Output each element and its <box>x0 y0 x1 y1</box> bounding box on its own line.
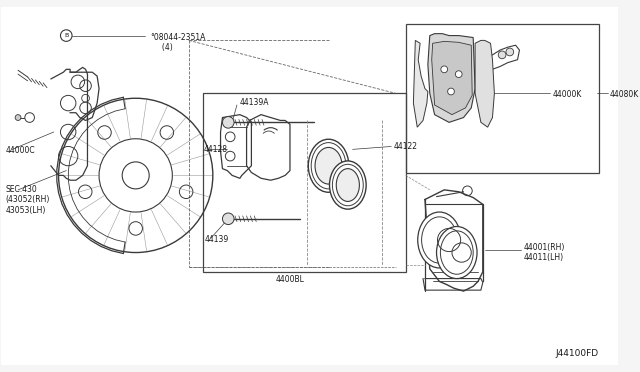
Text: 44122: 44122 <box>394 142 418 151</box>
Circle shape <box>506 48 514 56</box>
Ellipse shape <box>336 169 360 201</box>
Circle shape <box>499 51 506 59</box>
Ellipse shape <box>418 212 461 268</box>
Bar <box>203 93 406 272</box>
Text: 44139A: 44139A <box>240 98 269 107</box>
Text: 44139: 44139 <box>205 235 229 244</box>
Circle shape <box>15 115 21 121</box>
Text: 44000C: 44000C <box>6 147 35 155</box>
Circle shape <box>223 116 234 128</box>
Ellipse shape <box>315 147 342 184</box>
Circle shape <box>441 66 447 73</box>
Ellipse shape <box>308 139 349 192</box>
Text: SEC.430
(43052(RH)
43053(LH): SEC.430 (43052(RH) 43053(LH) <box>6 185 50 215</box>
Polygon shape <box>428 33 475 122</box>
Ellipse shape <box>436 227 477 279</box>
Text: 44000K: 44000K <box>552 90 582 99</box>
Circle shape <box>455 71 462 77</box>
Polygon shape <box>432 41 472 115</box>
Bar <box>406 24 598 173</box>
Circle shape <box>447 88 454 95</box>
Text: B: B <box>64 33 68 38</box>
Polygon shape <box>413 41 428 127</box>
Text: 44128: 44128 <box>203 145 227 154</box>
Ellipse shape <box>330 161 366 209</box>
Text: J44100FD: J44100FD <box>556 349 598 358</box>
Text: 4400BL: 4400BL <box>276 275 305 284</box>
Circle shape <box>223 213 234 225</box>
Text: 44080K: 44080K <box>610 90 639 99</box>
Text: °08044-2351A
     (4): °08044-2351A (4) <box>150 33 205 52</box>
Polygon shape <box>475 41 494 127</box>
Circle shape <box>25 113 35 122</box>
Text: 44001(RH)
44011(LH): 44001(RH) 44011(LH) <box>524 243 564 262</box>
